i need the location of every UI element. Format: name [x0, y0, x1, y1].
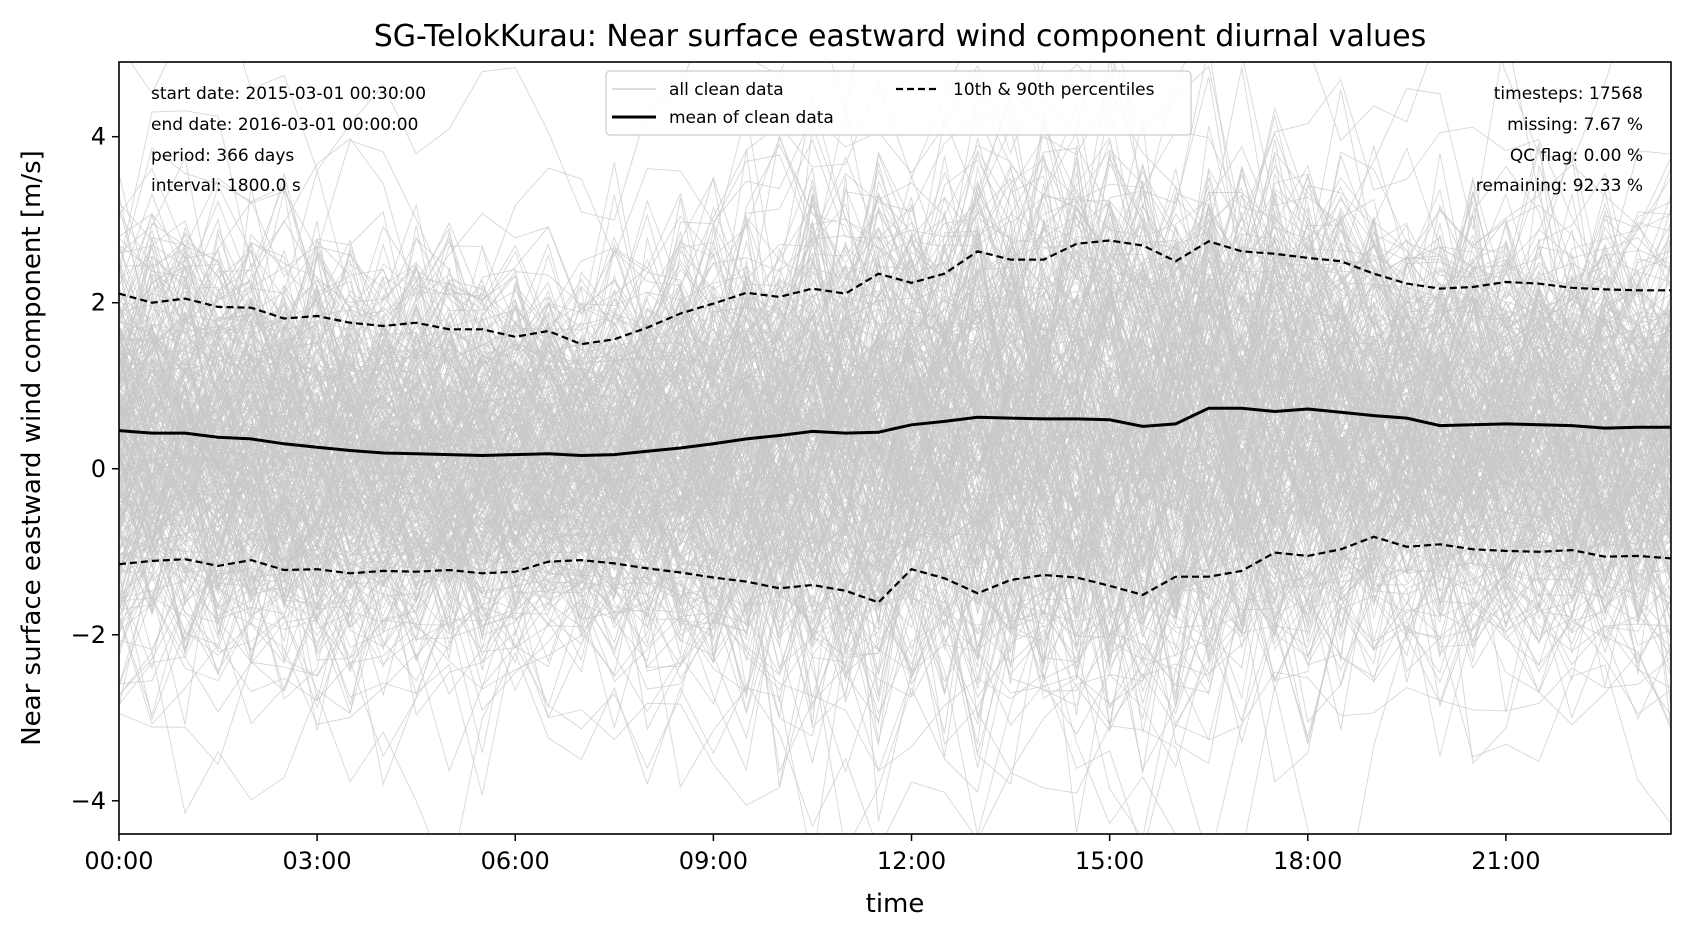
x-tick-label: 21:00 [1471, 847, 1540, 875]
percentile-90-line [119, 239, 1671, 346]
clean-data-line [119, 245, 1671, 491]
clean-data-line [119, 76, 1671, 375]
clean-data-line [119, 185, 1671, 520]
clean-data-line [119, 286, 1671, 554]
plot-frame [118, 61, 1672, 835]
clean-data-line [119, 387, 1671, 610]
clean-data-line [119, 548, 1671, 834]
x-tick-label: 03:00 [283, 847, 352, 875]
y-axis-ticks: 4 2 0 −2 −4 [71, 123, 119, 815]
x-tick-label: 06:00 [481, 847, 550, 875]
x-tick-label: 18:00 [1273, 847, 1342, 875]
clean-data-line [119, 239, 1671, 551]
clean-data-line [119, 275, 1671, 532]
clean-data-line [119, 394, 1671, 629]
legend-label-all-clean-data: all clean data [669, 80, 784, 100]
mean-line [119, 406, 1671, 458]
clean-data-line [119, 256, 1671, 655]
y-tick-label: −4 [71, 787, 106, 815]
clean-data-line [119, 323, 1671, 603]
x-tick-label: 00:00 [84, 847, 153, 875]
chart-title: SG-TelokKurau: Near surface eastward win… [374, 19, 1427, 54]
clean-data-line [119, 424, 1671, 658]
y-tick-label: 2 [91, 289, 106, 317]
clean-data-line [119, 304, 1671, 498]
clean-data-line [119, 314, 1671, 552]
clean-data-line [119, 611, 1671, 834]
clean-data-line [119, 353, 1671, 564]
clean-data-line [119, 352, 1671, 583]
legend: all clean data mean of clean data 10th &… [605, 70, 1192, 136]
clean-data-line [119, 136, 1671, 459]
clean-data-line [119, 326, 1671, 621]
info-interval: interval: 1800.0 s [151, 176, 301, 196]
clean-data-line [119, 291, 1671, 558]
clean-data-line [119, 198, 1671, 552]
clean-data-line [119, 431, 1671, 634]
y-tick-label: −2 [71, 621, 106, 649]
clean-data-line [119, 226, 1671, 628]
percentile-10-line [119, 535, 1671, 604]
info-end-date: end date: 2016-03-01 00:00:00 [151, 115, 418, 135]
info-left-block: start date: 2015-03-01 00:30:00 end date… [151, 84, 426, 196]
clean-data-line [119, 253, 1671, 567]
clean-data-line [119, 327, 1671, 625]
clean-data-line [119, 89, 1671, 381]
clean-data-line [129, 62, 1613, 221]
info-remaining: remaining: 92.33 % [1476, 176, 1643, 196]
clean-data-line [119, 62, 1671, 383]
legend-box [605, 70, 1192, 136]
clean-data-line [119, 512, 1671, 725]
legend-label-mean: mean of clean data [669, 108, 834, 128]
clean-data-line [119, 102, 1671, 463]
y-tick-label: 4 [91, 123, 106, 151]
x-axis-ticks: 00:00 03:00 06:00 09:00 12:00 15:00 18:00 21:00 [84, 834, 1540, 875]
clean-data-line [119, 334, 1671, 637]
clean-data-line [119, 187, 1671, 442]
clean-data-line [119, 271, 1671, 539]
clean-data-line [119, 510, 1671, 720]
info-right-block: timesteps: 17568 missing: 7.67 % QC flag… [1476, 84, 1643, 196]
y-tick-label: 0 [91, 455, 106, 483]
clean-data-line [119, 435, 1671, 834]
clean-data-line [119, 406, 1671, 684]
clean-data-line [119, 211, 1671, 532]
clean-data-line [119, 162, 1671, 431]
legend-label-percentiles: 10th & 90th percentiles [953, 80, 1155, 100]
info-start-date: start date: 2015-03-01 00:30:00 [151, 84, 426, 104]
clean-data-line [119, 398, 1671, 709]
x-tick-label: 09:00 [679, 847, 748, 875]
x-tick-label: 12:00 [877, 847, 946, 875]
x-axis-label: time [866, 889, 925, 919]
clean-data-line [119, 62, 1671, 297]
y-axis-label: Near surface eastward wind component [m/… [17, 150, 47, 746]
clean-data-line [119, 376, 1671, 602]
clean-data-line [119, 322, 1671, 566]
clean-data-line [119, 460, 1671, 720]
clean-data-line [119, 232, 1671, 472]
clean-data-line [119, 89, 1671, 396]
series-lines [119, 239, 1671, 604]
clean-data-line [119, 202, 1671, 512]
clean-data-line [119, 301, 1671, 552]
clean-data-line [119, 107, 1671, 480]
info-timesteps: timesteps: 17568 [1494, 84, 1643, 104]
info-missing: missing: 7.67 % [1507, 115, 1643, 135]
clean-data-line [119, 220, 1671, 553]
x-tick-label: 15:00 [1075, 847, 1144, 875]
clean-data-line [119, 156, 1671, 425]
clean-data-line [119, 144, 1671, 415]
clean-data-line [119, 147, 1671, 460]
info-qc-flag: QC flag: 0.00 % [1510, 146, 1643, 166]
info-period: period: 366 days [151, 146, 294, 166]
clean-data-line [119, 207, 1671, 437]
clean-data-line [119, 130, 1671, 425]
all-clean-data-lines [119, 62, 1671, 834]
clean-data-line [119, 211, 1671, 509]
